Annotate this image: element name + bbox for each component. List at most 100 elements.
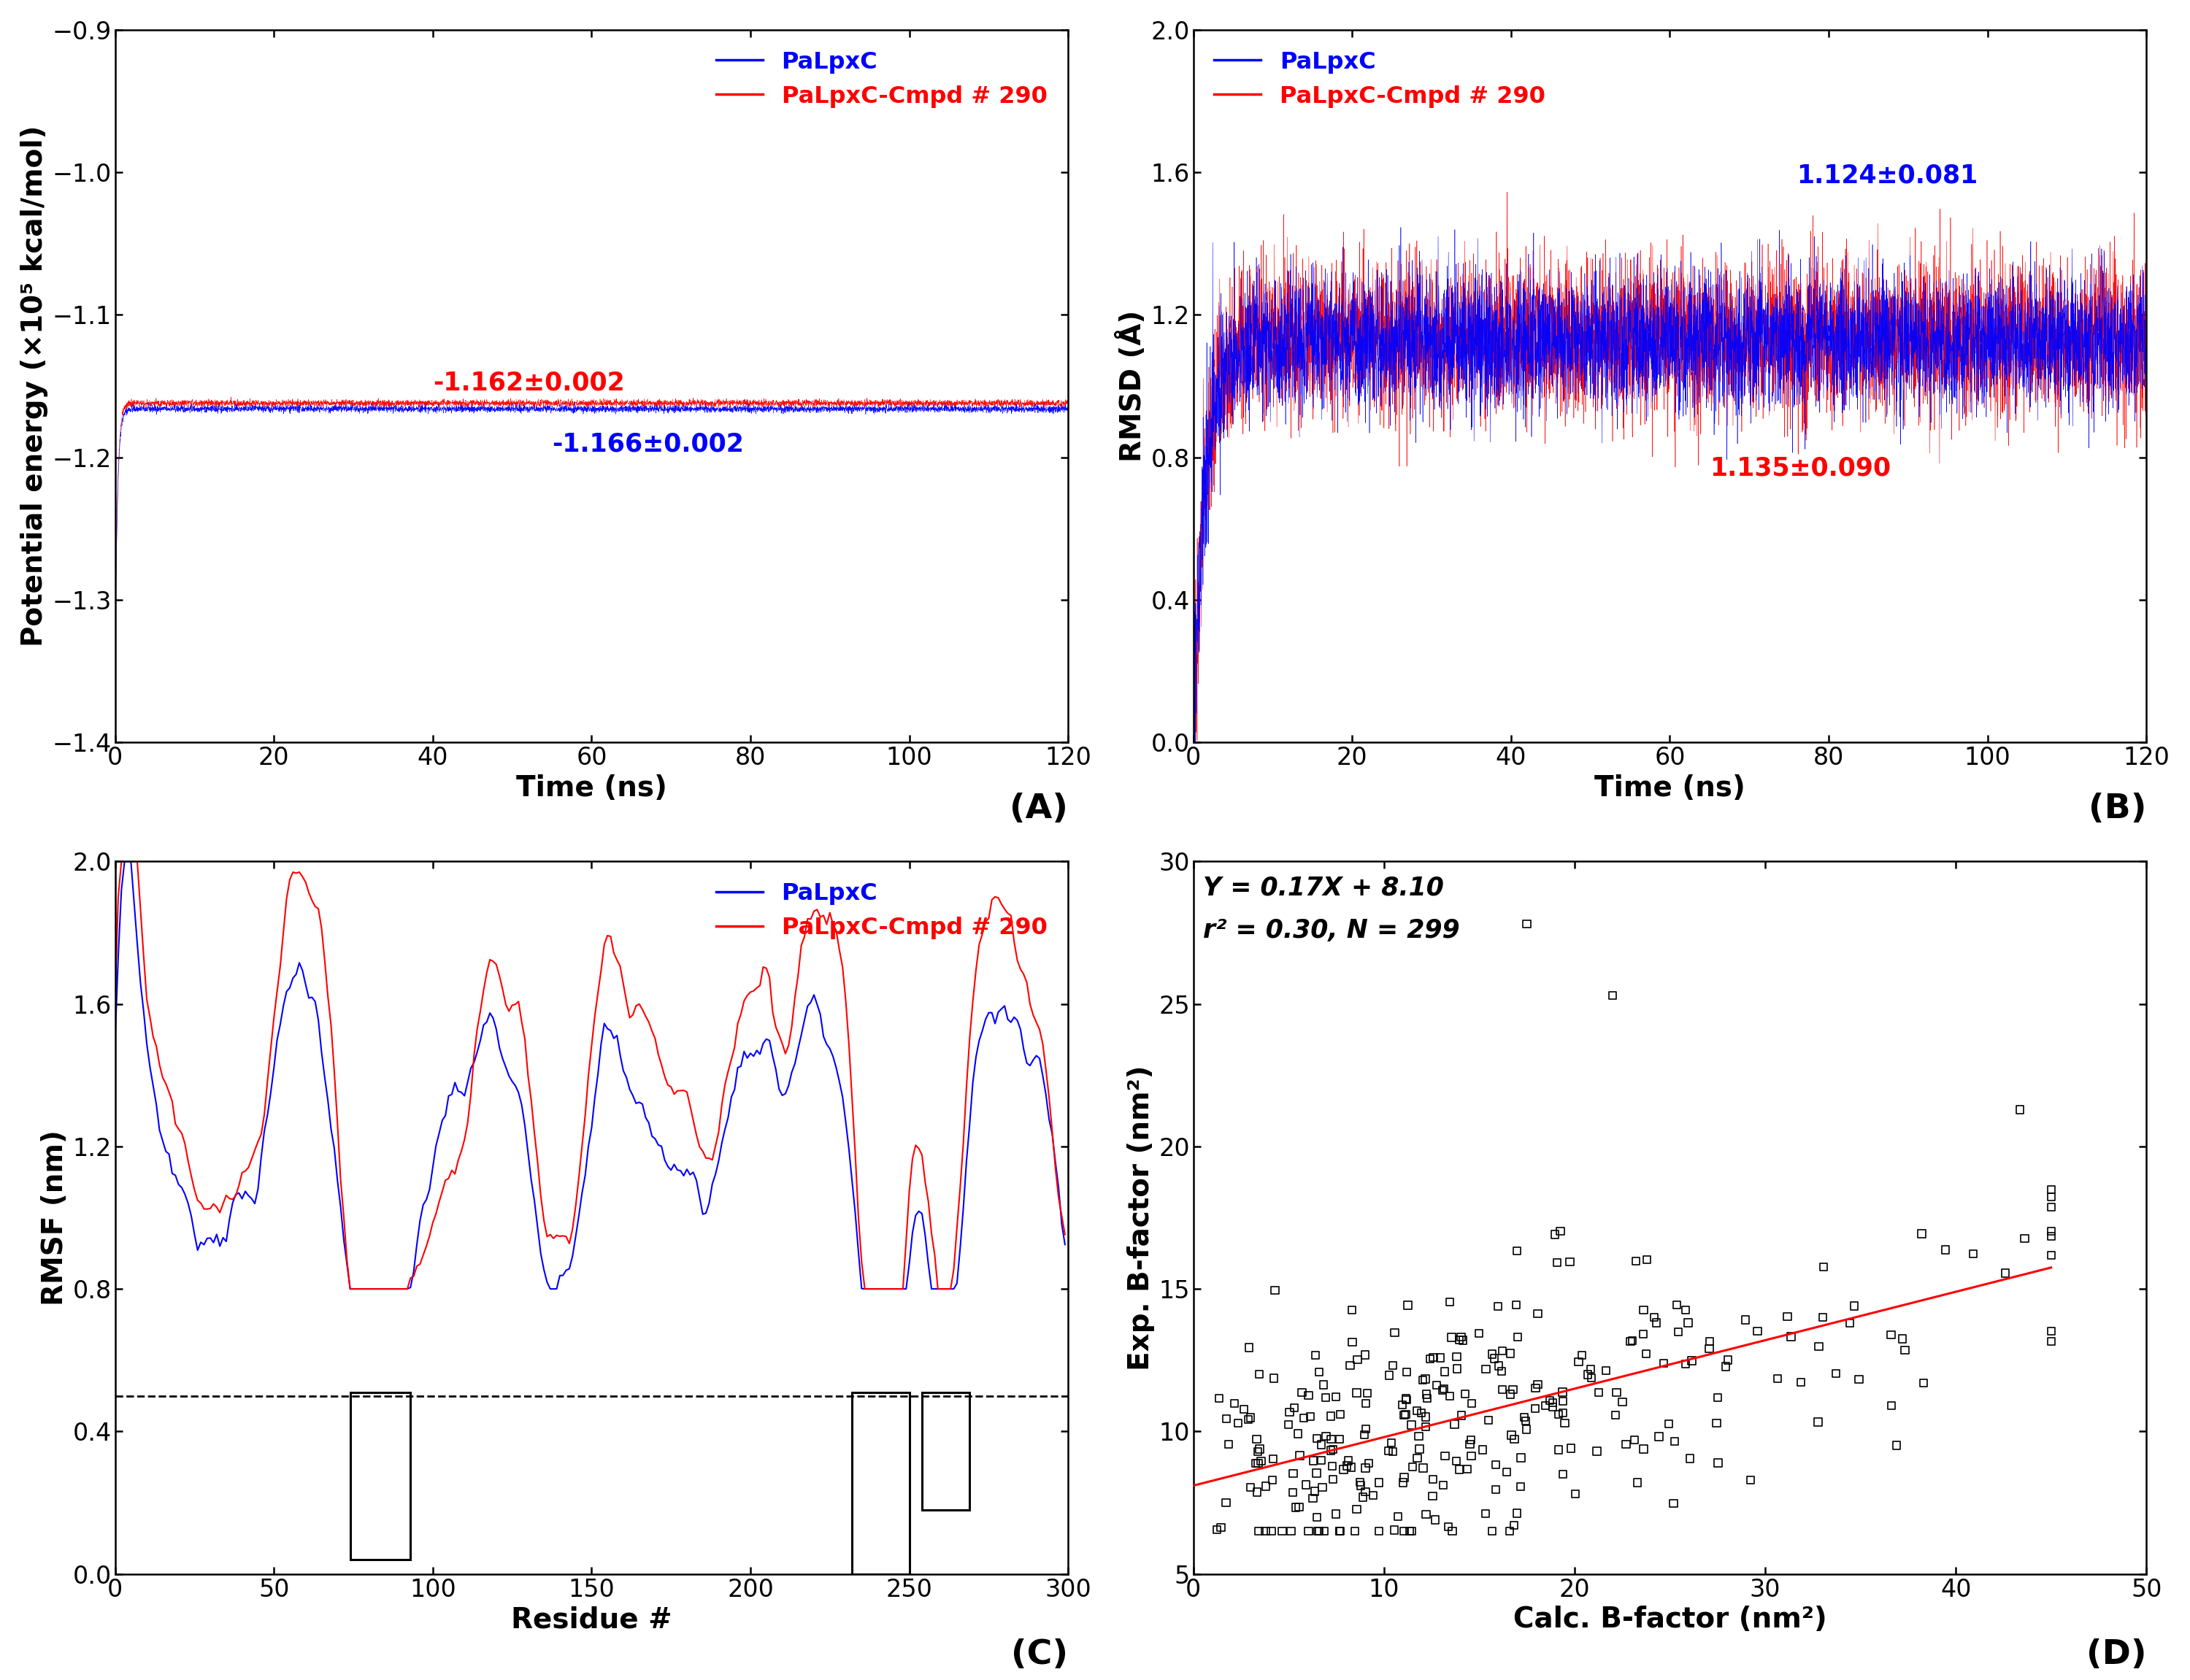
Point: [1334, 1297, 1369, 1324]
Point: [1275, 1478, 1310, 1505]
Text: (B): (B): [2089, 793, 2146, 825]
PaLpxC-Cmpd # 290: [970, 924, 996, 944]
Point: [1691, 1336, 1726, 1362]
Point: [1509, 1416, 1544, 1443]
Point: [1616, 1426, 1651, 1453]
Point: [1233, 1404, 1268, 1431]
Text: (C): (C): [1012, 1638, 1069, 1672]
Point: [1732, 1467, 1767, 1494]
Point: [1618, 1248, 1653, 1275]
Point: [1292, 1383, 1327, 1410]
Point: [1905, 1369, 1940, 1396]
PaLpxC: [690, 1205, 716, 1225]
Point: [1837, 1292, 1872, 1319]
Line: PaLpxC-Cmpd # 290: PaLpxC-Cmpd # 290: [116, 862, 1064, 1289]
Y-axis label: RMSD (Å): RMSD (Å): [1117, 311, 1148, 462]
Point: [1209, 1488, 1244, 1515]
Point: [1588, 1357, 1623, 1384]
Point: [1209, 1404, 1244, 1431]
Point: [1338, 1517, 1373, 1544]
Point: [1443, 1403, 1478, 1430]
Point: [1469, 1356, 1505, 1383]
PaLpxC-Cmpd # 290: [690, 1141, 716, 1161]
Point: [1614, 1327, 1649, 1354]
Point: [1218, 1389, 1253, 1416]
Point: [1699, 1410, 1734, 1436]
Point: [1386, 1517, 1421, 1544]
Point: [1371, 1362, 1406, 1389]
Point: [1373, 1430, 1408, 1457]
Text: 1.124±0.081: 1.124±0.081: [1798, 163, 1978, 188]
Point: [1242, 1436, 1277, 1463]
X-axis label: Residue #: Residue #: [510, 1606, 672, 1633]
Point: [1323, 1401, 1358, 1428]
Y-axis label: RMSF (nm): RMSF (nm): [42, 1129, 68, 1305]
Point: [1393, 1411, 1428, 1438]
Point: [2035, 1218, 2070, 1245]
Point: [1314, 1436, 1349, 1463]
Point: [1323, 1517, 1358, 1544]
Point: [1347, 1478, 1382, 1505]
Point: [1579, 1438, 1614, 1465]
Point: [1439, 1448, 1474, 1475]
Point: [1257, 1277, 1292, 1304]
Point: [1257, 1364, 1292, 1391]
Point: [1599, 1379, 1634, 1406]
Point: [1283, 1441, 1318, 1468]
Legend: PaLpxC, PaLpxC-Cmpd # 290: PaLpxC, PaLpxC-Cmpd # 290: [1205, 42, 1555, 118]
Point: [1614, 1327, 1649, 1354]
Point: [1888, 1337, 1923, 1364]
Point: [1281, 1494, 1316, 1520]
Point: [1393, 1517, 1428, 1544]
Y-axis label: Exp. B-factor (nm²): Exp. B-factor (nm²): [1128, 1065, 1154, 1371]
Point: [1842, 1366, 1877, 1393]
Point: [1783, 1369, 1818, 1396]
Bar: [852, 1393, 909, 1574]
Point: [1728, 1307, 1763, 1334]
Point: [1299, 1460, 1334, 1487]
Point: [1303, 1446, 1338, 1473]
Point: [1535, 1389, 1570, 1416]
Point: [1540, 1250, 1575, 1277]
Point: [1927, 1236, 1962, 1263]
PaLpxC-Cmpd # 290: [909, 1144, 935, 1164]
Point: [1410, 1384, 1445, 1411]
Point: [1255, 1445, 1290, 1472]
Point: [1625, 1320, 1660, 1347]
Point: [1485, 1376, 1520, 1403]
Point: [1240, 1426, 1275, 1453]
Point: [1336, 1329, 1371, 1356]
Point: [1325, 1457, 1360, 1483]
Point: [1281, 1420, 1316, 1446]
Point: [1502, 1445, 1537, 1472]
Point: [1202, 1514, 1237, 1541]
Point: [1332, 1446, 1367, 1473]
Point: [1448, 1381, 1483, 1408]
Point: [1651, 1410, 1686, 1436]
Point: [1629, 1247, 1664, 1273]
PaLpxC-Cmpd # 290: [105, 887, 131, 907]
Point: [1500, 1500, 1535, 1527]
Point: [1305, 1473, 1340, 1500]
Point: [1498, 1292, 1533, 1319]
Point: [1430, 1514, 1465, 1541]
Point: [1629, 1341, 1664, 1368]
Point: [1818, 1361, 1853, 1388]
Point: [1408, 1366, 1443, 1393]
Point: [1509, 1408, 1544, 1435]
Point: [1314, 1453, 1349, 1480]
Point: [1450, 1455, 1485, 1482]
Point: [1388, 1359, 1424, 1386]
Point: [1417, 1344, 1452, 1371]
Point: [1454, 1443, 1489, 1470]
Point: [2035, 1317, 2070, 1344]
X-axis label: Time (ns): Time (ns): [517, 774, 668, 801]
Text: Y = 0.17X + 8.10: Y = 0.17X + 8.10: [1202, 875, 1443, 900]
Point: [1277, 1394, 1312, 1421]
Point: [1461, 1320, 1496, 1347]
PaLpxC-Cmpd # 290: [337, 1278, 364, 1299]
Point: [1428, 1357, 1463, 1384]
Point: [1226, 1396, 1261, 1423]
Point: [1807, 1253, 1842, 1280]
Point: [1301, 1517, 1336, 1544]
